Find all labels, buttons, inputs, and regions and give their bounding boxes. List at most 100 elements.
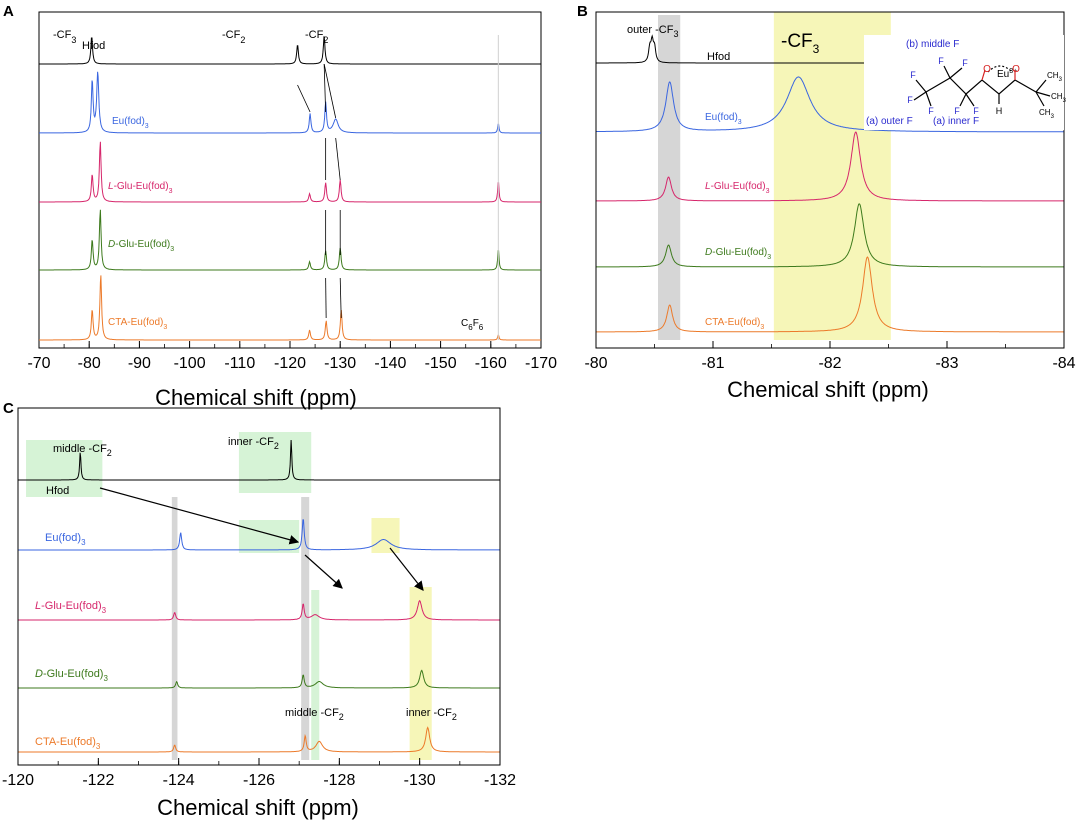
structure-fluorine-6: F xyxy=(954,106,960,116)
panel-b-spectra: Eu(fod)3 L-Glu-Eu(fod)3 D-Glu-Eu(fod)3 CTA-… xyxy=(596,34,1064,333)
series-label-lglu: L-Glu-Eu(fod)3 xyxy=(108,181,173,195)
structure-bond-o1 xyxy=(981,69,986,81)
structure-middle-f-label: (b) middle F xyxy=(906,39,959,50)
x-tick-label: -82 xyxy=(818,355,841,372)
series-label-cta: CTA-Eu(fod)3 xyxy=(705,317,764,331)
x-tick-label: -81 xyxy=(701,355,724,372)
panel-b-hfod-label: Hfod xyxy=(707,51,730,63)
structure-bond-me2 xyxy=(1035,91,1051,97)
panel-c-shift-arrows xyxy=(99,487,424,591)
x-tick-label: -126 xyxy=(243,772,275,789)
structure-bonds xyxy=(913,65,1051,107)
panel-b-highlights xyxy=(658,12,891,340)
spectrum-dglu xyxy=(18,669,500,689)
panel-a-x-label: Chemical shift (ppm) xyxy=(155,385,357,410)
structure-bond-me3 xyxy=(1035,91,1045,107)
series-label-cta: CTA-Eu(fod)3 xyxy=(35,736,101,751)
x-tick-label: -130 xyxy=(324,355,356,372)
inner-cf2-eu-green-band xyxy=(238,520,300,553)
x-tick-label: -80 xyxy=(78,355,101,372)
panel-a-guide-line-8 xyxy=(325,277,327,319)
structure-bond-f3 xyxy=(925,91,932,107)
x-tick-label: -100 xyxy=(174,355,206,372)
x-tick-label: -150 xyxy=(425,355,457,372)
x-tick-label: -80 xyxy=(584,355,607,372)
structure-fluorine-4: F xyxy=(938,56,944,66)
panel-a-letter: A xyxy=(3,3,14,20)
structure-hydrogen: H xyxy=(996,106,1003,116)
spectrum-hfod xyxy=(18,439,500,481)
spectrum-eu xyxy=(39,71,541,134)
series-label-lglu: L-Glu-Eu(fod)3 xyxy=(705,181,770,195)
spectrum-eu xyxy=(18,519,500,551)
panel-b-outer-cf3-annotation: outer -CF3 xyxy=(627,24,678,39)
panel-c-letter: C xyxy=(3,400,14,417)
panel-a-guide-line-3 xyxy=(323,63,337,119)
series-label-eu: Eu(fod)3 xyxy=(45,532,86,547)
structure-fluorine-7: F xyxy=(973,106,979,116)
panel-c: C Eu(fod)3 L-Glu-Eu(fod)3 D-Glu-Eu(fod)3 CT… xyxy=(2,400,516,820)
panel-a-frame xyxy=(38,11,542,349)
x-tick-label: -122 xyxy=(82,772,114,789)
structure-methyl-1: CH3 xyxy=(1047,71,1063,83)
x-tick-label: -130 xyxy=(404,772,436,789)
panel-a-spectra: Eu(fod)3 L-Glu-Eu(fod)3 D-Glu-Eu(fod)3 CTA-… xyxy=(39,36,541,341)
arrow-eu-to-lglu xyxy=(304,554,343,589)
spectrum-hfod xyxy=(39,36,541,65)
x-tick-label: -90 xyxy=(128,355,151,372)
inner-cf2-hfod-green-band xyxy=(238,432,312,493)
spectrum-cta xyxy=(18,726,500,753)
panel-c-middle-cf2-annotation: middle -CF2 xyxy=(285,707,344,722)
inner-cf2-eu-yellow-band xyxy=(371,518,400,553)
panel-b-x-axis: -80 -81 -82 -83 -84 xyxy=(584,341,1076,372)
series-label-dglu: D-Glu-Eu(fod)3 xyxy=(35,668,108,683)
fod-ligand-structure: (b) middle F Eu3+ O O xyxy=(864,35,1067,130)
panel-c-spectra: Eu(fod)3 L-Glu-Eu(fod)3 D-Glu-Eu(fod)3 CTA-… xyxy=(18,439,500,753)
structure-bond-f2 xyxy=(913,91,927,101)
panel-a-guide-line-9 xyxy=(339,277,342,319)
series-label-lglu: L-Glu-Eu(fod)3 xyxy=(35,600,107,615)
x-tick-label: -83 xyxy=(935,355,958,372)
panel-a-x-axis: -70 -80 -90 -100 -110 -120 -130 -140 -150 -160 -17… xyxy=(27,341,557,372)
panel-a-cf2-annotation-1: -CF2 xyxy=(222,29,245,45)
middle-cf2-green-band xyxy=(311,590,320,760)
panel-c-hfod-label: Hfod xyxy=(46,485,69,497)
panel-a-guide-line-2 xyxy=(323,63,327,113)
structure-bond-me1 xyxy=(1035,79,1047,93)
spectrum-dglu xyxy=(596,203,1064,268)
panel-a-cf3-annotation: -CF3 xyxy=(53,29,76,45)
panel-c-x-label: Chemical shift (ppm) xyxy=(157,795,359,820)
spectrum-eu xyxy=(596,76,1064,133)
structure-outer-f-label: (a) outer F xyxy=(866,116,913,127)
panel-c-inner-cf2-top-annotation: inner -CF2 xyxy=(228,436,279,451)
x-tick-label: -132 xyxy=(484,772,516,789)
structure-fluorine-5: F xyxy=(962,58,968,68)
spectrum-cta xyxy=(39,275,541,341)
spectrum-lglu xyxy=(18,599,500,621)
gray-highlight-band-1 xyxy=(171,497,178,760)
x-tick-label: -120 xyxy=(274,355,306,372)
spectrum-lglu xyxy=(596,131,1064,202)
panel-b-cf3-annotation: -CF3 xyxy=(781,31,820,56)
panel-b-letter: B xyxy=(577,3,588,20)
structure-oxygen-1: O xyxy=(983,64,991,75)
structure-fluorine-2: F xyxy=(907,95,913,105)
x-tick-label: -120 xyxy=(2,772,34,789)
panel-a: A Eu(fod)3 L-Glu-Eu(fod)3 D-Glu-Eu(fod)3 CT… xyxy=(3,3,557,410)
structure-europium-label: Eu3+ xyxy=(997,68,1017,80)
panel-c-inner-cf2-annotation: inner -CF2 xyxy=(406,707,457,722)
series-label-eu: Eu(fod)3 xyxy=(705,112,742,126)
spectrum-cta xyxy=(596,256,1064,333)
x-tick-label: -70 xyxy=(27,355,50,372)
x-tick-label: -128 xyxy=(323,772,355,789)
structure-bond-f6 xyxy=(959,93,967,107)
gray-highlight-band-2 xyxy=(301,497,310,760)
spectrum-dglu xyxy=(39,209,541,271)
spectrum-lglu xyxy=(39,141,541,203)
x-tick-label: -140 xyxy=(374,355,406,372)
x-tick-label: -170 xyxy=(525,355,557,372)
panel-a-c6f6-annotation: C6F6 xyxy=(461,318,484,332)
structure-methyl-2: CH3 xyxy=(1051,92,1067,104)
structure-fluorine-3: F xyxy=(928,106,934,116)
